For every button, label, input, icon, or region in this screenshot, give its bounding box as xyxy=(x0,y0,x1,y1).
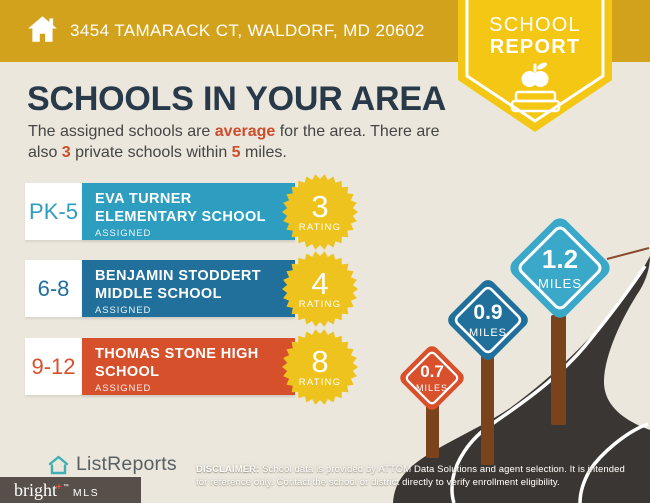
rating-label: RATING xyxy=(298,299,342,310)
subtitle-text: miles. xyxy=(240,144,287,161)
rating-seal: 8 RATING xyxy=(280,327,360,407)
rating-value: 3 xyxy=(311,189,329,224)
sign-distance-unit: MILES xyxy=(538,276,582,291)
badge-title-line2: REPORT xyxy=(489,36,581,58)
subtitle-highlight-average: average xyxy=(214,123,276,140)
mls-wordmark: MLS xyxy=(72,487,100,499)
subtitle-text: The assigned schools are xyxy=(28,123,215,140)
listreports-logo: ListReports xyxy=(47,453,177,476)
sign-diamond xyxy=(448,280,528,360)
grade-range: 6-8 xyxy=(37,275,70,301)
sign-distance-unit: MILES xyxy=(416,383,448,393)
sign-post-near xyxy=(426,402,439,458)
rating-burst-shape xyxy=(282,251,358,327)
home-icon xyxy=(28,16,57,42)
page-title: SCHOOLS IN YOUR AREA xyxy=(27,80,447,118)
grade-range-box: PK-5 xyxy=(25,183,82,240)
school-name-line2: ELEMENTARY SCHOOL xyxy=(95,208,266,225)
school-name: BENJAMIN STODDERT MIDDLE SCHOOL xyxy=(95,268,295,303)
distance-sign-0-7-miles: 0.7 MILES xyxy=(400,346,464,410)
school-name-line1: BENJAMIN STODDERT xyxy=(95,268,262,284)
rating-value: 8 xyxy=(311,344,329,379)
rating-label: RATING xyxy=(298,222,342,233)
book-icon xyxy=(510,90,561,113)
rating-value: 4 xyxy=(311,266,329,301)
sign-border xyxy=(518,226,602,310)
school-status: ASSIGNED xyxy=(95,305,152,316)
rating-seal: 4 RATING xyxy=(280,249,360,329)
school-row-middle: 6-8 BENJAMIN STODDERT MIDDLE SCHOOL ASSIG… xyxy=(25,251,390,327)
school-name-line1: THOMAS STONE HIGH xyxy=(95,346,259,362)
property-address: 3454 TAMARACK CT, WALDORF, MD 20602 xyxy=(70,21,425,40)
listreports-wordmark: ListReports xyxy=(76,453,177,475)
listreports-house-icon xyxy=(48,455,69,474)
bright-mls-logo: bright + ™ MLS xyxy=(0,477,141,503)
road-center-line-lower xyxy=(578,422,649,503)
bright-wordmark: bright xyxy=(14,480,57,500)
school-status: ASSIGNED xyxy=(95,383,152,394)
bright-plus-mark: + xyxy=(56,482,62,493)
school-bar: THOMAS STONE HIGH SCHOOL ASSIGNED xyxy=(82,338,295,395)
apple-icon xyxy=(521,62,549,87)
page-subtitle: The assigned schools are average for the… xyxy=(28,121,456,163)
school-row-elementary: PK-5 EVA TURNER ELEMENTARY SCHOOL ASSIGNE… xyxy=(25,174,390,250)
badge-title-line1: SCHOOL xyxy=(489,14,581,36)
sign-distance-value: 0.7 xyxy=(420,362,444,381)
sign-distance-value: 1.2 xyxy=(542,244,578,274)
disclaimer-line1: School data is provided by ATTOM Data So… xyxy=(259,464,625,475)
sign-diamond xyxy=(510,218,610,318)
school-name-line2: MIDDLE SCHOOL xyxy=(95,285,222,302)
trademark-symbol: ™ xyxy=(62,484,69,490)
road-center-line xyxy=(450,265,647,503)
school-bar: BENJAMIN STODDERT MIDDLE SCHOOL ASSIGNED xyxy=(82,260,295,317)
horizon-line xyxy=(606,247,650,260)
rating-seal: 3 RATING xyxy=(280,172,360,252)
subtitle-text: private schools within xyxy=(70,144,232,161)
rating-label: RATING xyxy=(298,377,342,388)
distance-sign-0-9-miles: 0.9 MILES xyxy=(448,280,528,360)
badge-inner-border xyxy=(465,0,605,123)
school-name-line2: SCHOOL xyxy=(95,363,160,380)
school-name: EVA TURNER ELEMENTARY SCHOOL xyxy=(95,191,295,226)
disclaimer-line2: for reference only. Contact the school o… xyxy=(196,476,560,488)
distance-sign-1-2-miles: 1.2 MILES xyxy=(510,218,610,318)
disclaimer-text: DISCLAIMER: School data is provided by A… xyxy=(196,464,650,489)
sign-diamond xyxy=(400,346,464,410)
sign-border xyxy=(454,286,522,354)
rating-burst-shape xyxy=(282,329,358,405)
badge-shape xyxy=(458,0,612,132)
subtitle-highlight-count: 3 xyxy=(61,144,71,161)
road xyxy=(393,256,650,503)
school-report-badge: SCHOOL REPORT xyxy=(458,0,612,136)
school-bar: EVA TURNER ELEMENTARY SCHOOL ASSIGNED xyxy=(82,183,295,240)
grade-range-box: 6-8 xyxy=(25,260,82,317)
sign-distance-value: 0.9 xyxy=(473,301,502,324)
grade-range-box: 9-12 xyxy=(25,338,82,395)
school-status: ASSIGNED xyxy=(95,228,152,239)
disclaimer-label: DISCLAIMER: xyxy=(196,464,260,475)
sign-border xyxy=(405,351,459,405)
sign-post-mid xyxy=(481,355,494,465)
rating-burst-shape xyxy=(282,174,358,250)
sign-distance-unit: MILES xyxy=(469,327,507,339)
grade-range: PK-5 xyxy=(29,198,78,224)
sign-post-far xyxy=(551,315,566,425)
subtitle-text: for the area. There are also xyxy=(28,123,440,161)
school-name-line1: EVA TURNER xyxy=(95,191,192,207)
subtitle-highlight-miles: 5 xyxy=(231,144,241,161)
school-name: THOMAS STONE HIGH SCHOOL xyxy=(95,346,295,381)
grade-range: 9-12 xyxy=(31,353,76,379)
